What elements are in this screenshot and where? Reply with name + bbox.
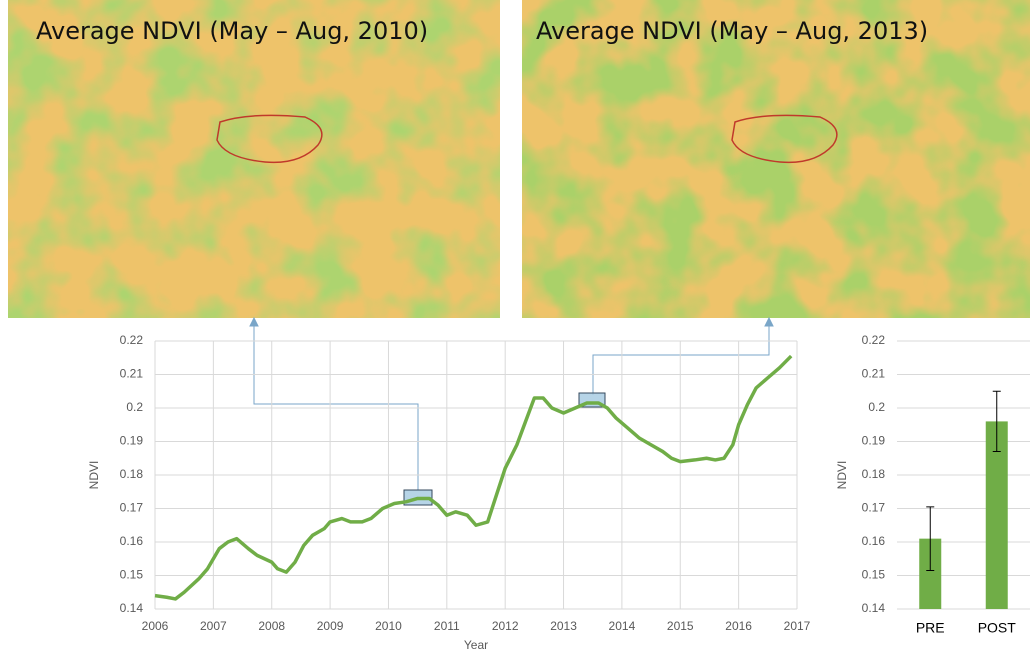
x-tick-label: PRE xyxy=(916,620,945,636)
y-tick-label: 0.16 xyxy=(862,534,886,548)
image-title: Average NDVI (May – Aug, 2010) xyxy=(36,17,428,45)
y-tick-label: 0.17 xyxy=(862,501,886,515)
y-tick-label: 0.21 xyxy=(862,367,886,381)
line-chart: 0.14 0.15 0.16 0.17 0.18 0.19 0.2 0.21 0.22 NDVI 2… xyxy=(87,333,810,652)
x-tick-label: 2016 xyxy=(725,619,752,633)
y-tick-label: 0.15 xyxy=(120,568,144,582)
image-title: Average NDVI (May – Aug, 2013) xyxy=(536,17,928,45)
x-tick-label: 2006 xyxy=(142,619,169,633)
x-tick-label: 2008 xyxy=(258,619,285,633)
y-axis-label: NDVI xyxy=(87,461,101,490)
bar-chart: 0.14 0.15 0.16 0.17 0.18 0.19 0.2 0.21 0.22 NDVI P… xyxy=(835,333,1030,636)
ndvi-map-2013: Average NDVI (May – Aug, 2013) xyxy=(522,0,1030,318)
y-tick-label: 0.2 xyxy=(126,400,143,414)
x-tick-label: POST xyxy=(978,620,1017,636)
y-tick-label: 0.17 xyxy=(120,501,144,515)
y-tick-label: 0.16 xyxy=(120,534,144,548)
y-tick-label: 0.22 xyxy=(120,333,144,347)
x-axis-label: Year xyxy=(464,638,488,652)
x-tick-label: 2011 xyxy=(434,619,460,633)
x-tick-label: 2009 xyxy=(317,619,344,633)
y-tick-label: 0.21 xyxy=(120,367,144,381)
y-tick-label: 0.18 xyxy=(120,467,144,481)
y-tick-label: 0.19 xyxy=(862,434,886,448)
x-tick-label: 2015 xyxy=(667,619,694,633)
y-tick-label: 0.18 xyxy=(862,467,886,481)
y-tick-label: 0.14 xyxy=(862,601,886,615)
callouts xyxy=(250,318,773,505)
line-series xyxy=(155,356,791,599)
x-tick-label: 2012 xyxy=(492,619,519,633)
y-tick-label: 0.19 xyxy=(120,434,144,448)
x-tick-label: 2010 xyxy=(375,619,402,633)
y-axis-label: NDVI xyxy=(835,461,849,490)
ndvi-map-2010: Average NDVI (May – Aug, 2010) xyxy=(8,0,500,318)
x-tick-label: 2013 xyxy=(550,619,577,633)
x-tick-label: 2017 xyxy=(784,619,811,633)
x-tick-label: 2007 xyxy=(200,619,227,633)
y-tick-label: 0.2 xyxy=(868,400,885,414)
y-tick-label: 0.14 xyxy=(120,601,144,615)
figure: Average NDVI (May – Aug, 2010) Average N… xyxy=(0,0,1030,654)
x-tick-label: 2014 xyxy=(609,619,636,633)
y-tick-label: 0.15 xyxy=(862,568,886,582)
y-tick-label: 0.22 xyxy=(862,333,886,347)
